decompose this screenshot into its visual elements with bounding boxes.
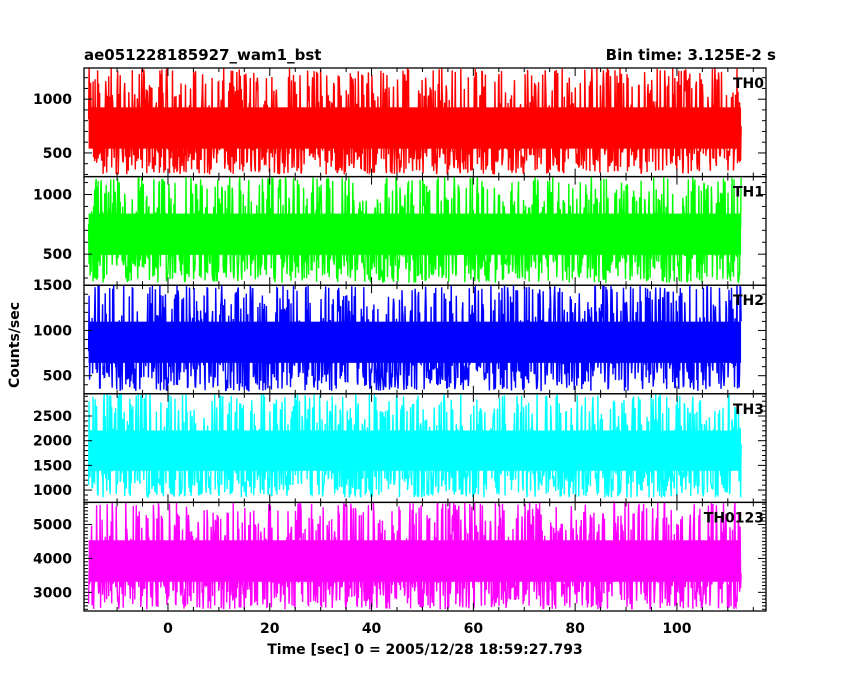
y-tick-label: 1000 bbox=[33, 323, 72, 339]
y-tick-label: 5000 bbox=[33, 517, 72, 533]
x-tick-label: 0 bbox=[163, 621, 173, 637]
x-tick-label: 80 bbox=[565, 621, 585, 637]
y-axis-title: Counts/sec bbox=[7, 302, 23, 388]
x-tick-label: 60 bbox=[464, 621, 484, 637]
series-line-th2 bbox=[87, 284, 742, 392]
series-line-th0 bbox=[87, 67, 742, 176]
series-line-th1 bbox=[87, 176, 742, 284]
panel-label-th2: TH2 bbox=[733, 293, 764, 309]
y-tick-label: 1500 bbox=[33, 458, 72, 474]
y-tick-label: 2000 bbox=[33, 434, 72, 450]
series-line-th0123 bbox=[87, 500, 742, 610]
y-tick-label: 2500 bbox=[33, 409, 72, 425]
x-tick-label: 20 bbox=[260, 621, 280, 637]
series-line-th3 bbox=[87, 393, 742, 498]
x-tick-label: 100 bbox=[662, 621, 691, 637]
panel-th1: 500 1000 TH1 bbox=[33, 175, 767, 286]
panel-th2: 500 1000 1500 TH2 bbox=[33, 278, 767, 395]
panel-frame bbox=[83, 501, 767, 612]
panel-label-th1: TH1 bbox=[733, 185, 764, 201]
y-tick-label: 1000 bbox=[33, 188, 72, 204]
y-tick-label: 3000 bbox=[33, 585, 72, 601]
y-tick-label: 4000 bbox=[33, 551, 72, 567]
x-tick-label: 40 bbox=[362, 621, 382, 637]
x-tick-labels: 0 20 40 60 80 100 bbox=[163, 621, 692, 637]
y-tick-label: 500 bbox=[43, 146, 72, 162]
plot-title: ae051228185927_wam1_bst bbox=[84, 46, 321, 64]
panel-th0: 500 1000 TH0 bbox=[33, 67, 767, 178]
panel-th0123: 3000 4000 5000 TH0123 bbox=[33, 500, 767, 612]
panel-label-th0123: TH0123 bbox=[704, 510, 764, 526]
y-tick-label: 500 bbox=[43, 369, 72, 385]
panel-th3: 1000 1500 2000 2500 TH3 bbox=[33, 393, 767, 504]
panel-label-th0: TH0 bbox=[733, 76, 764, 92]
y-tick-label: 1000 bbox=[33, 92, 72, 108]
y-tick-label: 1000 bbox=[33, 483, 72, 499]
y-tick-label: 500 bbox=[43, 247, 72, 263]
panel-stack: 500 1000 TH0 500 1000 TH1 500 1000 1500 TH2 1000 15… bbox=[33, 67, 767, 612]
x-axis-title: Time [sec] 0 = 2005/12/28 18:59:27.793 bbox=[267, 642, 583, 658]
panel-label-th3: TH3 bbox=[733, 402, 764, 418]
y-tick-label: 1500 bbox=[33, 278, 72, 294]
bin-time-label: Bin time: 3.125E-2 s bbox=[606, 46, 776, 64]
